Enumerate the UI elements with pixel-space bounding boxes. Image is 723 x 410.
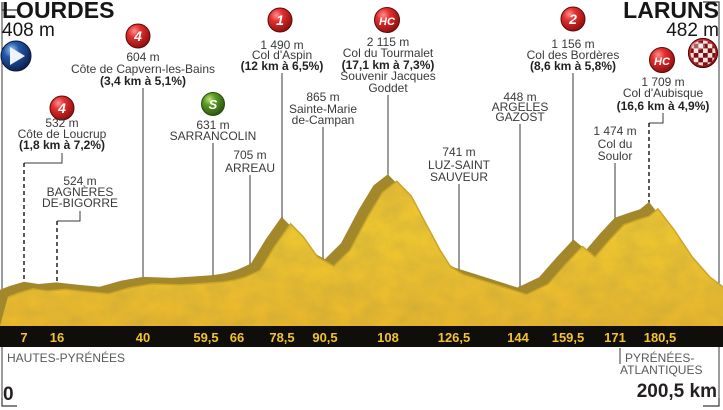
svg-text:HAUTES-PYRÉNÉES: HAUTES-PYRÉNÉES bbox=[7, 350, 125, 365]
svg-text:(16,6 km à 4,9%): (16,6 km à 4,9%) bbox=[617, 99, 710, 113]
svg-text:(12 km à 6,5%): (12 km à 6,5%) bbox=[241, 59, 324, 73]
svg-text:705 m: 705 m bbox=[233, 148, 266, 162]
svg-text:40: 40 bbox=[136, 330, 150, 345]
svg-text:HC: HC bbox=[379, 16, 396, 28]
svg-text:S: S bbox=[209, 97, 218, 112]
svg-text:126,5: 126,5 bbox=[438, 330, 471, 345]
svg-text:59,5: 59,5 bbox=[193, 330, 218, 345]
svg-text:180,5: 180,5 bbox=[644, 330, 677, 345]
svg-text:171: 171 bbox=[604, 330, 626, 345]
svg-text:Col d'Aubisque: Col d'Aubisque bbox=[623, 86, 704, 100]
svg-text:1: 1 bbox=[276, 12, 284, 28]
svg-text:ATLANTIQUES: ATLANTIQUES bbox=[620, 363, 702, 377]
svg-text:(1,8 km à 7,2%): (1,8 km à 7,2%) bbox=[19, 138, 105, 152]
svg-text:90,5: 90,5 bbox=[312, 330, 337, 345]
svg-text:408 m: 408 m bbox=[2, 20, 55, 41]
svg-text:(3,4 km à 5,1%): (3,4 km à 5,1%) bbox=[100, 74, 186, 88]
svg-text:4: 4 bbox=[57, 100, 66, 116]
svg-text:108: 108 bbox=[377, 330, 399, 345]
svg-text:78,5: 78,5 bbox=[269, 330, 294, 345]
svg-text:159,5: 159,5 bbox=[552, 330, 585, 345]
svg-text:1 474 m: 1 474 m bbox=[593, 124, 636, 138]
svg-text:482 m: 482 m bbox=[666, 20, 719, 41]
svg-text:GAZOST: GAZOST bbox=[495, 110, 545, 124]
svg-text:16: 16 bbox=[50, 330, 64, 345]
svg-text:de-Campan: de-Campan bbox=[292, 113, 355, 127]
svg-text:SAUVEUR: SAUVEUR bbox=[430, 170, 488, 184]
svg-text:SARRANCOLIN: SARRANCOLIN bbox=[170, 129, 257, 143]
svg-text:4: 4 bbox=[133, 28, 142, 44]
svg-text:2: 2 bbox=[568, 11, 577, 27]
svg-text:200,5 km: 200,5 km bbox=[637, 381, 717, 402]
svg-text:7: 7 bbox=[20, 330, 27, 345]
svg-text:66: 66 bbox=[230, 330, 244, 345]
svg-text:HC: HC bbox=[654, 56, 671, 68]
svg-text:0: 0 bbox=[3, 384, 14, 405]
svg-text:(8,6 km à 5,8%): (8,6 km à 5,8%) bbox=[530, 59, 616, 73]
svg-text:Soulor: Soulor bbox=[598, 149, 633, 163]
svg-text:Goddet: Goddet bbox=[368, 81, 408, 95]
svg-text:DE-BIGORRE: DE-BIGORRE bbox=[42, 196, 118, 210]
svg-text:ARREAU: ARREAU bbox=[225, 161, 275, 175]
svg-text:741 m: 741 m bbox=[442, 145, 475, 159]
svg-text:144: 144 bbox=[507, 330, 529, 345]
